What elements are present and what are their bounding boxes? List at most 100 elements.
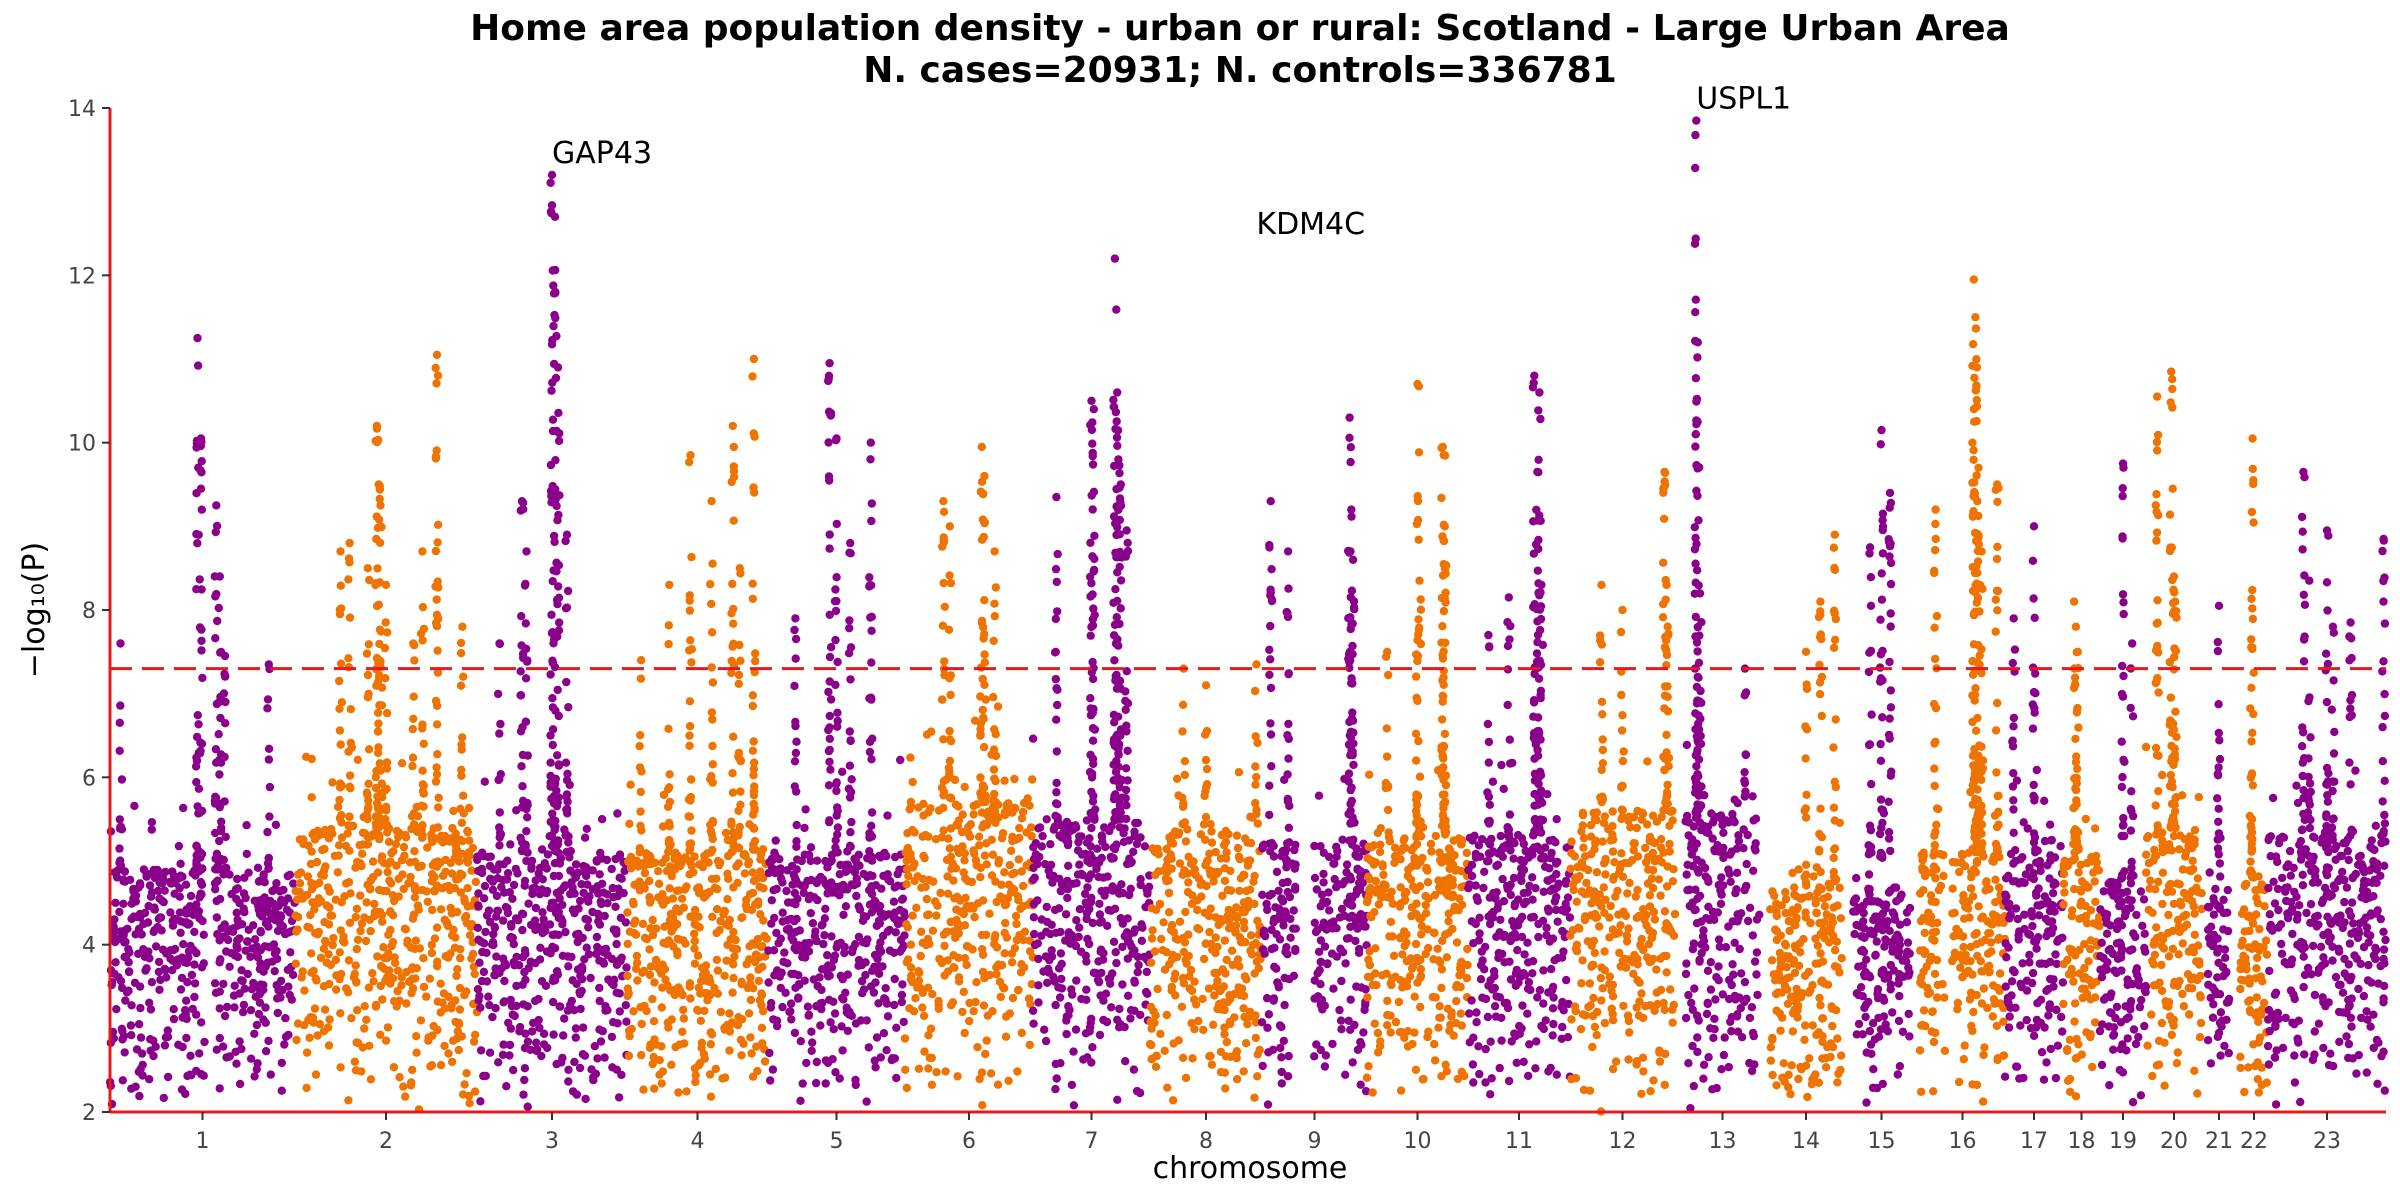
snp-point: [616, 913, 626, 922]
snp-point: [517, 612, 526, 621]
snp-point: [454, 1045, 463, 1055]
snp-point: [646, 962, 656, 971]
snp-point: [556, 1002, 565, 1011]
snp-point: [229, 924, 238, 933]
snp-point: [318, 845, 327, 855]
snp-point: [428, 905, 437, 915]
snp-point: [772, 1021, 782, 1031]
snp-point: [990, 789, 999, 799]
snp-point: [960, 1028, 969, 1038]
snp-point: [137, 930, 146, 939]
snp-point: [431, 618, 441, 628]
snp-point: [210, 979, 220, 988]
snp-point: [734, 843, 744, 853]
snp-point: [1211, 847, 1220, 857]
snp-point: [552, 501, 561, 511]
peak-point: [458, 622, 467, 631]
snp-point: [1125, 890, 1134, 900]
snp-point: [958, 1007, 967, 1017]
snp-point: [221, 697, 230, 707]
snp-point: [685, 722, 695, 731]
snp-point: [844, 784, 854, 793]
snp-point: [713, 966, 723, 975]
snp-point: [516, 691, 525, 700]
snp-point: [734, 828, 743, 837]
snp-point: [522, 657, 532, 666]
snp-point: [336, 581, 345, 590]
snp-point: [571, 860, 581, 869]
snp-point: [571, 1024, 581, 1033]
snp-point: [580, 1051, 590, 1060]
snp-point: [436, 1060, 446, 1070]
snp-point: [192, 948, 201, 958]
snp-point: [1447, 1012, 1456, 1021]
peak-point: [1122, 526, 1131, 535]
snp-point: [163, 1026, 172, 1035]
snp-point: [1121, 785, 1131, 795]
peak-point: [1252, 660, 1261, 669]
snp-point: [665, 783, 674, 792]
snp-point: [350, 1057, 359, 1066]
snp-point: [648, 994, 657, 1004]
snp-point: [1400, 890, 1410, 899]
snp-point: [364, 796, 373, 805]
snp-point: [828, 1055, 837, 1064]
snp-point: [1269, 994, 1279, 1003]
snp-point: [221, 672, 230, 681]
snp-point: [650, 978, 659, 987]
snp-point: [749, 791, 759, 800]
snp-point: [690, 936, 699, 946]
peak-point: [1114, 455, 1123, 464]
snp-point: [1207, 827, 1216, 836]
snp-point: [1024, 994, 1034, 1003]
snp-point: [320, 1005, 330, 1014]
snp-point: [845, 727, 854, 736]
snp-point: [936, 888, 945, 898]
snp-point: [1345, 657, 1354, 667]
snp-point: [571, 873, 581, 882]
snp-point: [156, 876, 165, 885]
snp-point: [1085, 939, 1094, 949]
snp-point: [237, 976, 246, 985]
snp-point: [134, 883, 143, 893]
snp-point: [232, 1059, 241, 1068]
snp-point: [729, 466, 739, 476]
snp-point: [947, 864, 956, 873]
snp-point: [1112, 305, 1121, 314]
snp-point: [563, 769, 572, 778]
snp-point: [1120, 932, 1130, 941]
snp-point: [649, 1052, 658, 1062]
snp-point: [1436, 1013, 1445, 1022]
snp-point: [1043, 917, 1052, 927]
snp-point: [1235, 855, 1245, 864]
snp-point: [217, 923, 226, 933]
snp-point: [1382, 752, 1392, 761]
snp-point: [917, 927, 926, 936]
snp-point: [1389, 951, 1399, 960]
snp-point: [792, 865, 801, 874]
snp-point: [279, 885, 288, 895]
snp-point: [1270, 962, 1279, 971]
snp-point: [735, 640, 744, 650]
snp-point: [778, 908, 787, 917]
snp-point: [584, 923, 593, 932]
snp-point: [706, 848, 715, 857]
snp-point: [980, 851, 990, 860]
snp-point: [1232, 1075, 1242, 1084]
snp-point: [1277, 852, 1286, 861]
snp-point: [1221, 1084, 1230, 1093]
snp-point: [1266, 655, 1275, 664]
snp-point: [696, 1058, 705, 1068]
snp-point: [728, 769, 737, 778]
snp-point: [1124, 836, 1134, 845]
snp-point: [991, 798, 1001, 807]
snp-point: [298, 967, 307, 976]
snp-point: [725, 1046, 734, 1055]
snp-point: [1462, 973, 1472, 983]
snp-point: [176, 917, 185, 926]
snp-point: [149, 1036, 158, 1045]
snp-point: [911, 994, 920, 1003]
snp-point: [516, 833, 525, 842]
snp-point: [247, 944, 257, 953]
snp-point: [1017, 814, 1027, 823]
